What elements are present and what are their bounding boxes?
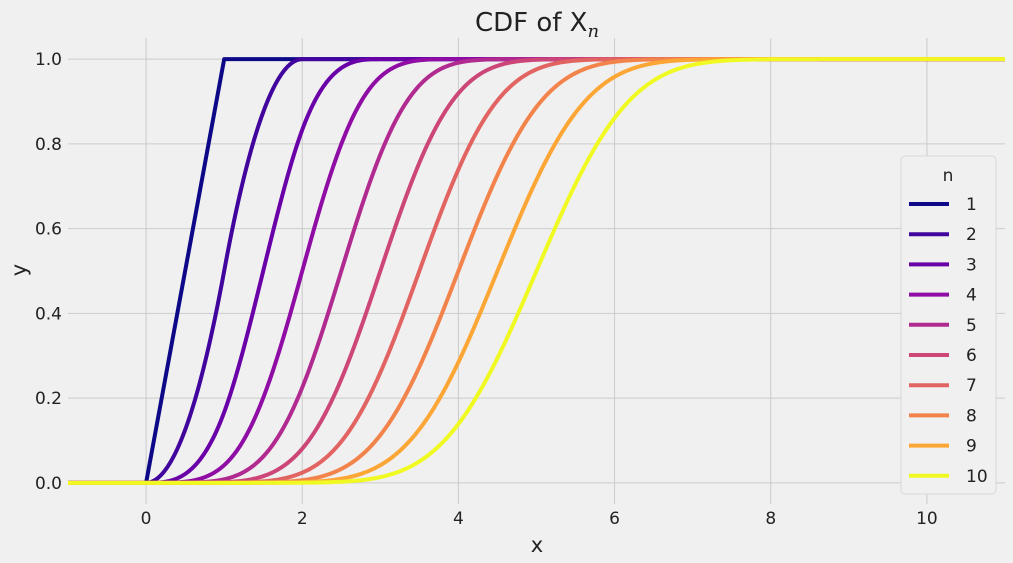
chart-title-text: CDF of X (475, 8, 588, 38)
legend-label-9: 9 (966, 437, 977, 457)
legend-label-6: 6 (966, 346, 977, 366)
legend-label-5: 5 (966, 316, 977, 336)
legend-label-7: 7 (966, 376, 977, 396)
chart-title: CDF of Xn (475, 8, 599, 42)
x-tick-labels: 0 2 4 6 8 10 (141, 509, 938, 529)
y-tick-label: 0.4 (35, 304, 62, 324)
y-axis-label: y (7, 264, 31, 276)
legend-label-1: 1 (966, 195, 977, 215)
series-line-n-10 (67, 57, 1006, 485)
x-tick-label: 10 (916, 509, 938, 529)
x-tick-label: 4 (453, 509, 464, 529)
y-tick-label: 0.6 (35, 220, 62, 240)
y-tick-label: 1.0 (35, 50, 62, 70)
legend-label-3: 3 (966, 255, 977, 275)
x-axis-label: x (531, 533, 543, 557)
legend-label-10: 10 (966, 467, 988, 487)
y-tick-label: 0.0 (35, 474, 62, 494)
series-lines (67, 57, 1006, 485)
y-tick-label: 0.2 (35, 389, 62, 409)
legend-title: n (943, 166, 954, 186)
y-tick-labels: 0.0 0.2 0.4 0.6 0.8 1.0 (35, 50, 62, 494)
legend-label-4: 4 (966, 286, 977, 306)
legend-label-8: 8 (966, 406, 977, 426)
legend-label-2: 2 (966, 225, 977, 245)
x-tick-label: 2 (297, 509, 308, 529)
legend-items: 1 2 3 4 5 6 7 8 9 10 (909, 195, 988, 487)
chart-title-subscript: n (587, 21, 599, 42)
x-tick-label: 8 (765, 509, 776, 529)
x-tick-label: 6 (609, 509, 620, 529)
legend: n 1 2 3 4 5 6 7 8 9 10 (900, 155, 997, 495)
y-tick-label: 0.8 (35, 135, 62, 155)
x-tick-label: 0 (141, 509, 152, 529)
